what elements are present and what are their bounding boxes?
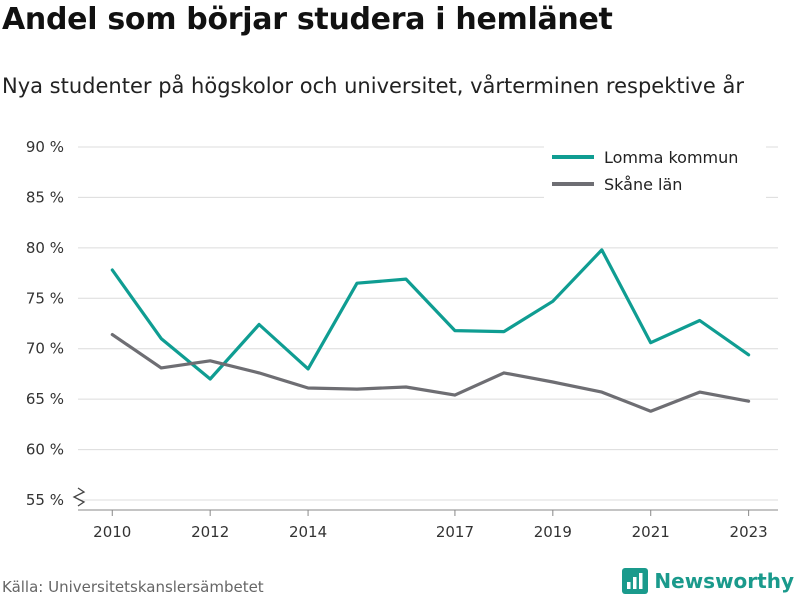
series-lines (110, 248, 751, 413)
x-tick-label-2017: 2017 (436, 523, 474, 541)
legend-label-2: Skåne län (604, 175, 682, 194)
brand-logo: Newsworthy (622, 568, 794, 594)
axis-break-marker (72, 487, 86, 507)
brand-name: Newsworthy (654, 569, 794, 593)
y-tick-label-65: 65 % (26, 390, 64, 408)
chart-subtitle: Nya studenter på högskolor och universit… (2, 74, 744, 98)
y-tick-label-75: 75 % (26, 289, 64, 307)
series-line-2 (110, 333, 751, 413)
axes: 55 % 60 % 65 % 70 % 75 % 80 % 85 % 90 % 2010 2012… (26, 138, 778, 541)
y-tick-label-85: 85 % (26, 188, 64, 206)
y-tick-label-55: 55 % (26, 491, 64, 509)
x-tick-label-2023: 2023 (730, 523, 768, 541)
legend-label-1: Lomma kommun (604, 148, 738, 167)
series-line-1 (110, 248, 751, 381)
y-tick-label-80: 80 % (26, 239, 64, 257)
source-note: Källa: Universitetskanslersämbetet (2, 578, 264, 596)
x-tick-label-2012: 2012 (191, 523, 229, 541)
x-tick-label-2021: 2021 (632, 523, 670, 541)
legend-box (544, 138, 766, 200)
y-tick-label-90: 90 % (26, 138, 64, 156)
y-tick-label-70: 70 % (26, 340, 64, 358)
x-tick-label-2010: 2010 (93, 523, 131, 541)
y-tick-label-60: 60 % (26, 441, 64, 459)
x-tick-label-2014: 2014 (289, 523, 327, 541)
chart-title: Andel som börjar studera i hemlänet (2, 2, 613, 37)
newsworthy-logo-icon (622, 568, 649, 594)
x-tick-label-2019: 2019 (534, 523, 572, 541)
legend: Lomma kommun Skåne län (544, 138, 766, 200)
